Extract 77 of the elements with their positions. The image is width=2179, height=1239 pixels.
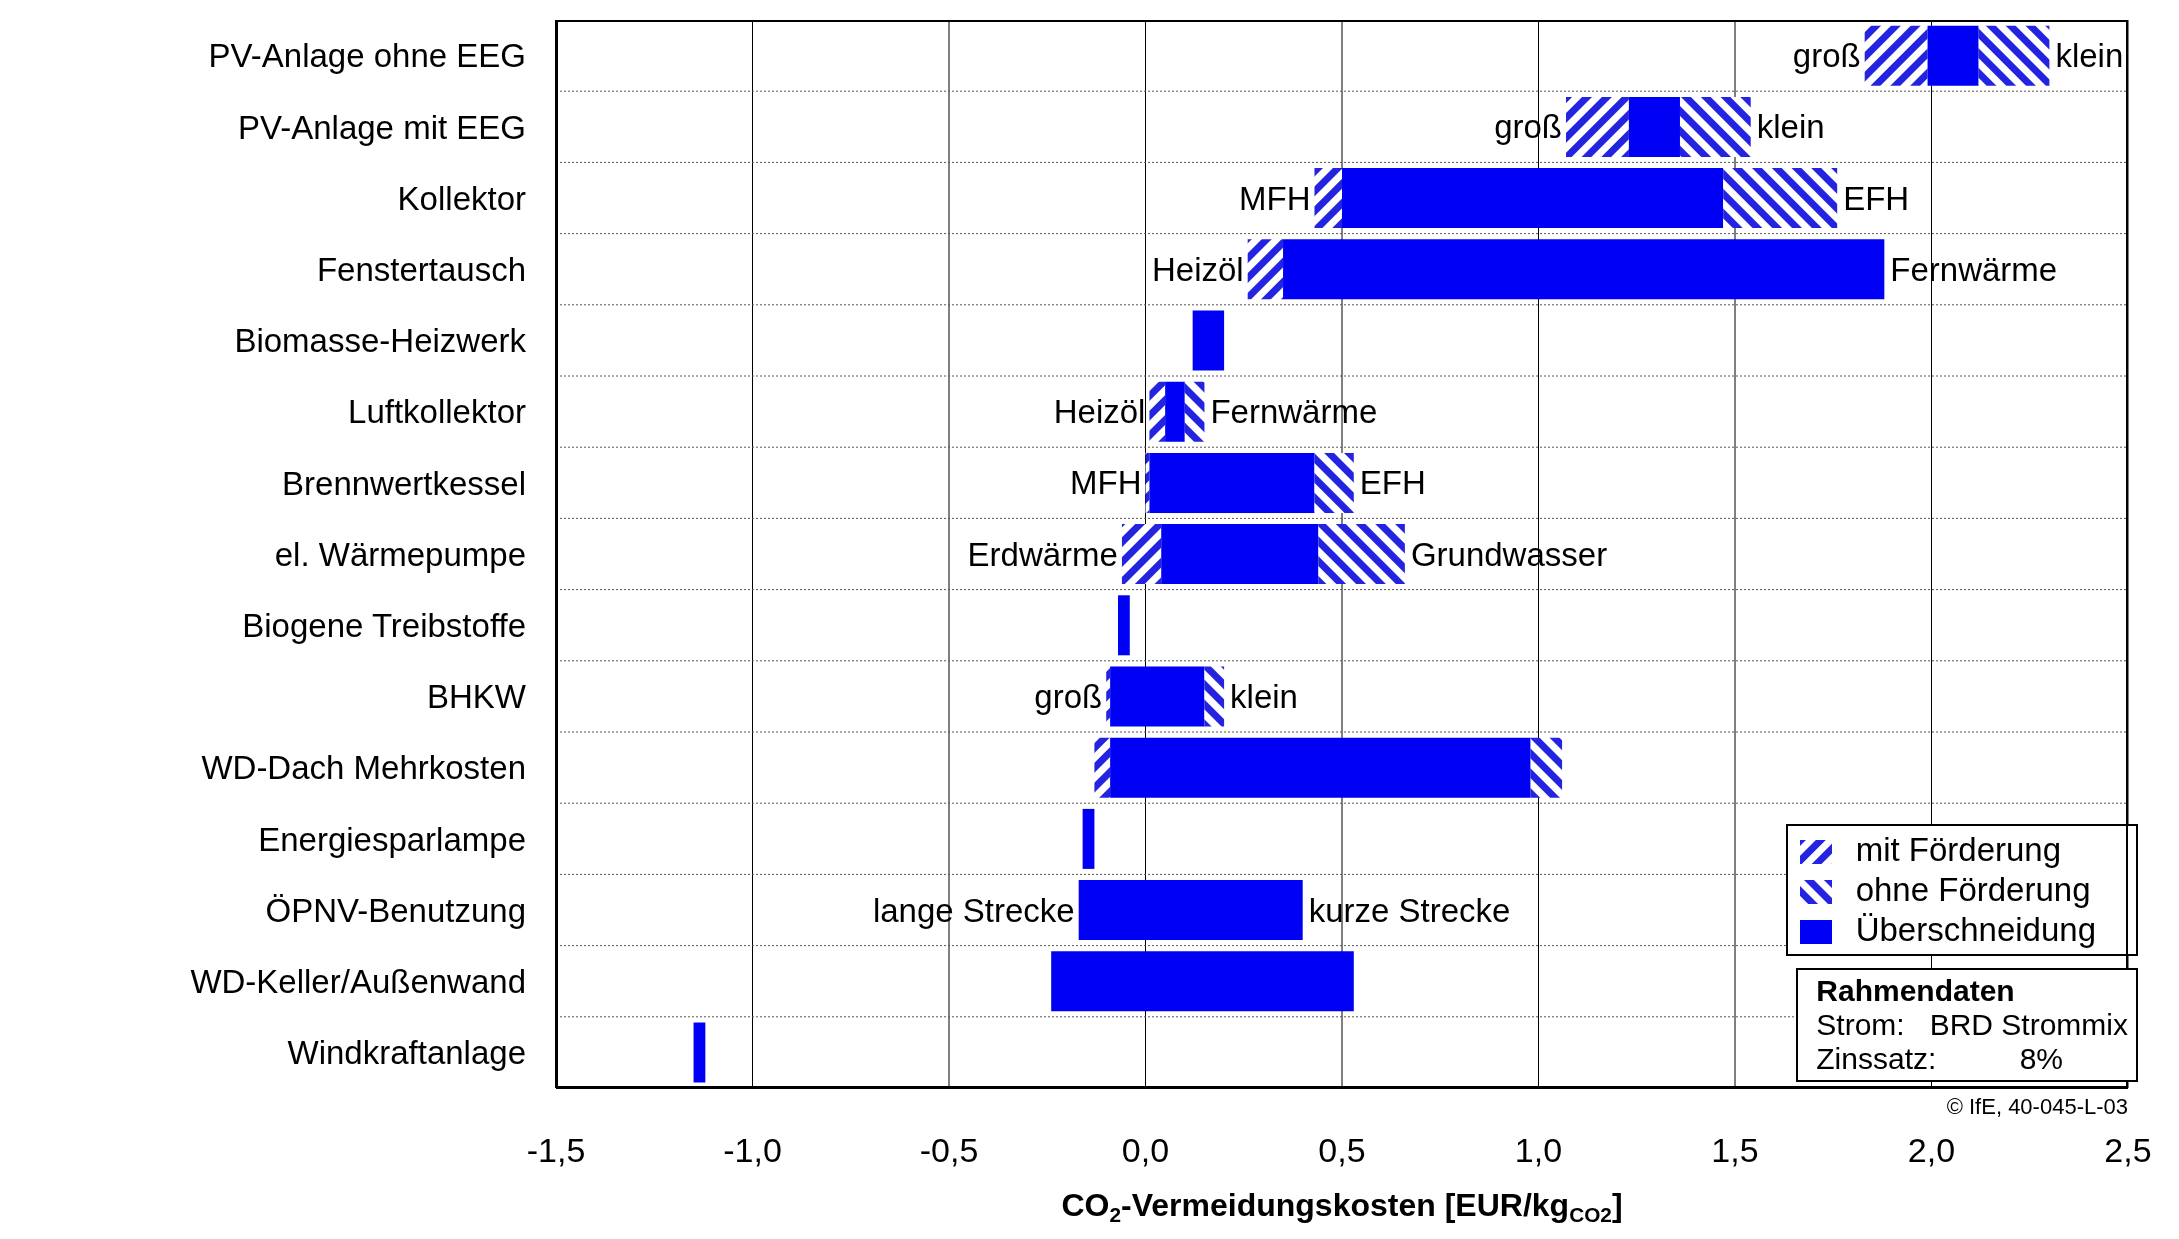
annotation: Heizöl — [1151, 250, 1244, 288]
y-tick-label: Kollektor — [397, 179, 527, 217]
bar — [1149, 452, 1315, 513]
annotation: lange Strecke — [872, 891, 1075, 929]
bar — [1051, 951, 1354, 1012]
y-tick-label: ÖPNV-Benutzung — [265, 891, 526, 929]
annotation: Erdwärme — [967, 535, 1118, 573]
y-tick-label: PV-Anlage ohne EEG — [208, 37, 526, 75]
bar — [1864, 25, 1928, 86]
y-tick-label: Biogene Treibstoffe — [242, 606, 526, 644]
annotation: groß — [1792, 37, 1861, 75]
bar — [1283, 239, 1885, 300]
bar — [1149, 381, 1166, 442]
bar — [1184, 381, 1205, 442]
annotation: groß — [1034, 677, 1103, 715]
x-tick-label: 1,0 — [1514, 1131, 1563, 1170]
legend-label: ohne Förderung — [1855, 871, 2091, 908]
annotation: MFH — [1239, 179, 1311, 217]
x-tick-label: 2,0 — [1907, 1131, 1956, 1170]
bar — [1121, 524, 1162, 585]
legend-label: Überschneidung — [1855, 911, 2096, 948]
x-tick-label: -1,0 — [723, 1131, 782, 1170]
y-tick-label: Windkraftanlage — [287, 1034, 526, 1072]
y-tick-label: PV-Anlage mit EEG — [238, 108, 526, 146]
bar — [1566, 96, 1629, 157]
annotation: klein — [2055, 37, 2124, 75]
bar — [1161, 524, 1319, 585]
x-tick-label: 1,5 — [1711, 1131, 1759, 1170]
bar — [1679, 96, 1751, 157]
bar — [1192, 310, 1225, 371]
bar — [1078, 880, 1303, 941]
bar — [1110, 737, 1531, 798]
bar — [1110, 666, 1205, 727]
y-tick-label: Energiesparlampe — [258, 820, 526, 858]
y-tick-label: Biomasse-Heizwerk — [234, 322, 527, 360]
annotation: EFH — [1843, 179, 1910, 217]
annotation: klein — [1756, 108, 1825, 146]
bar — [1204, 666, 1225, 727]
y-tick-label: Luftkollektor — [348, 393, 526, 431]
x-axis-title: CO$_{2}$-Vermeidungskosten [EUR/kg$_{CO2}$] — [1061, 1187, 1623, 1227]
bar — [1628, 96, 1680, 157]
y-tick-label: WD-Dach Mehrkosten — [201, 749, 526, 787]
bar — [1314, 452, 1354, 513]
y-tick-label: BHKW — [427, 678, 527, 716]
annotation: kurze Strecke — [1308, 891, 1511, 929]
annotation: Rahmendaten — [1816, 974, 2016, 1008]
bar — [1530, 737, 1563, 798]
annotation: EFH — [1359, 464, 1426, 502]
x-tick-label: -1,5 — [526, 1131, 586, 1170]
bar — [1094, 737, 1111, 798]
bar — [1082, 808, 1095, 869]
y-tick-label: Fenstertausch — [316, 250, 526, 288]
y-tick-label: Brennwertkessel — [282, 464, 526, 502]
bar — [1165, 381, 1185, 442]
text: © IfE, 40-045-L-03 — [1946, 1094, 2128, 1120]
bar — [1723, 168, 1838, 229]
bar — [1342, 168, 1724, 229]
annotation: klein — [1230, 677, 1298, 715]
bar — [1927, 25, 1979, 86]
bar — [693, 1022, 706, 1083]
y-tick-label: el. Wärmepumpe — [274, 535, 526, 573]
x-tick-label: 2,5 — [2104, 1131, 2152, 1170]
annotation: Strom: BRD Strommix — [1816, 1008, 2128, 1042]
annotation: MFH — [1070, 464, 1142, 502]
x-tick-label: 0,5 — [1318, 1131, 1366, 1170]
x-tick-label: -0,5 — [919, 1131, 979, 1170]
annotation: Zinssatz: 8% — [1816, 1042, 2065, 1076]
annotation: Fernwärme — [1210, 393, 1378, 431]
bar — [1978, 25, 2050, 86]
y-tick-label: WD-Keller/Außenwand — [190, 962, 526, 1000]
bar — [1117, 595, 1130, 656]
annotation: Heizöl — [1053, 393, 1146, 431]
legend-label: mit Förderung — [1855, 831, 2062, 868]
bar — [1318, 524, 1405, 585]
bar — [1314, 168, 1342, 229]
x-tick-label: 0,0 — [1121, 1131, 1170, 1170]
bar — [1247, 239, 1284, 300]
